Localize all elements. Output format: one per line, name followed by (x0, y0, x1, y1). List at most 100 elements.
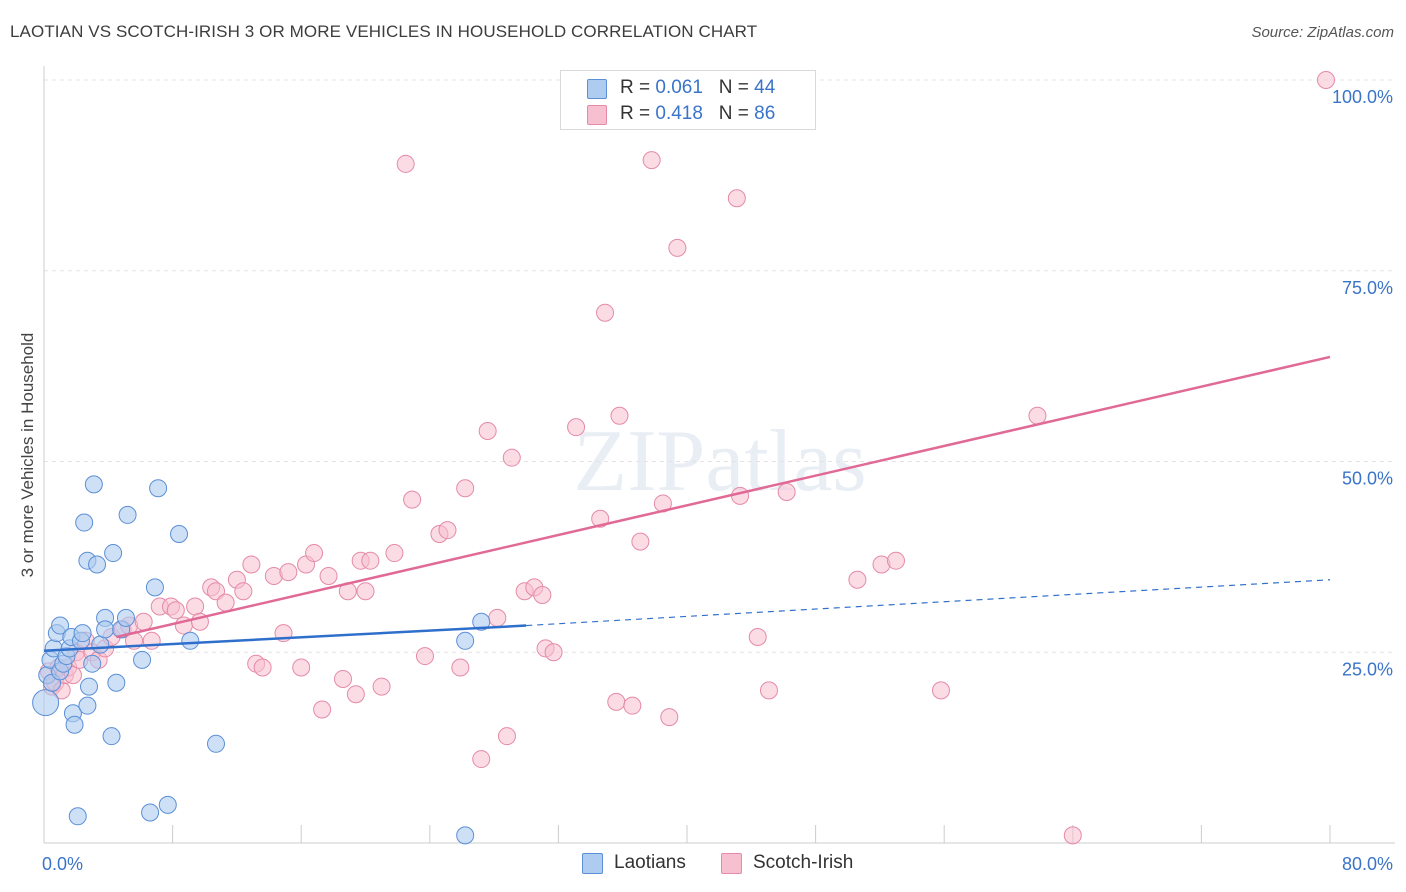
scotch-irish-point (727, 189, 746, 208)
laotians-point (170, 524, 189, 543)
scotch-irish-point (456, 479, 475, 498)
scotch-irish-legend-label: Scotch-Irish (753, 852, 854, 873)
scotch-irish-point (931, 681, 950, 700)
scotch-irish-point (385, 544, 404, 563)
x-tick-label-max: 80.0% (1342, 854, 1393, 874)
y-axis-label: 3 or more Vehicles in Household (18, 332, 37, 578)
laotians-point (102, 727, 121, 746)
laotians-point (116, 608, 135, 627)
chart-title: LAOTIAN VS SCOTCH-IRISH 3 OR MORE VEHICL… (10, 22, 758, 41)
scotch-irish-point (186, 597, 205, 616)
scotch-irish-point (660, 708, 679, 727)
scotch-irish-point (631, 532, 650, 551)
scotch-irish-point (642, 151, 661, 170)
scotch-irish-point (848, 570, 867, 589)
scotch-irish-point (596, 303, 615, 322)
legend-scotch-irish-text: R = 0.418 N = 86 (620, 103, 775, 125)
legend-n-label: N = (718, 77, 749, 98)
scotch-irish-point (242, 555, 261, 574)
laotians-point (83, 654, 102, 673)
scotch-irish-point (361, 551, 380, 570)
x-tick-label-min: 0.0% (42, 854, 83, 874)
y-tick-label: 25.0% (1342, 659, 1393, 679)
laotians-legend-swatch (582, 853, 603, 874)
scotch-irish-point (759, 681, 778, 700)
scotch-irish-point (333, 669, 352, 688)
laotians-point (118, 505, 137, 524)
scotch-irish-point (591, 509, 610, 528)
scotch-irish-point (731, 486, 750, 505)
laotians-point (75, 513, 94, 532)
laotians-point (145, 578, 164, 597)
y-tick-label: 75.0% (1342, 278, 1393, 298)
laotians-point (107, 673, 126, 692)
scotch-irish-point (886, 551, 905, 570)
scotch-irish-point (1063, 826, 1082, 845)
scotch-irish-point (234, 582, 253, 601)
legend-r-label: R = (620, 103, 651, 124)
scotch-irish-point (451, 658, 470, 677)
scotch-irish-point (623, 696, 642, 715)
laotians-point (73, 624, 92, 643)
legend-laotians-text: R = 0.061 N = 44 (620, 77, 775, 99)
laotians-point (472, 612, 491, 631)
laotians-point (51, 616, 70, 635)
scotch-irish-point (668, 238, 687, 257)
scotch-irish-point (438, 521, 457, 540)
laotians-point (84, 475, 103, 494)
scotch-irish-point (488, 608, 507, 627)
laotians-point (207, 734, 226, 753)
laotians-point (96, 620, 115, 639)
legend-n-value: 44 (754, 77, 776, 98)
scotch-irish-legend-swatch (721, 853, 742, 874)
scotch-irish-point (607, 692, 626, 711)
stats-legend: R = 0.061 N = 44 R = 0.418 N = 86 (560, 70, 816, 130)
scotch-irish-point (313, 700, 332, 719)
scotch-irish-point (748, 627, 767, 646)
scotch-irish-point (567, 418, 586, 437)
scotch-irish-point (134, 612, 153, 631)
y-tick-label: 100.0% (1332, 87, 1393, 107)
scotch-irish-point (478, 421, 497, 440)
laotians-point (456, 631, 475, 650)
laotians-point (91, 635, 110, 654)
scotch-irish-point (142, 631, 161, 650)
scotch-irish-point (1317, 71, 1335, 89)
laotians-point (32, 689, 60, 717)
scotch-irish-point (166, 601, 185, 620)
scotch-irish-point (319, 566, 338, 585)
laotians-point (104, 544, 123, 563)
scotch-irish-point (472, 750, 491, 769)
scotch-irish-point (610, 406, 629, 425)
scotch-irish-point (544, 643, 563, 662)
scotch-irish-point (396, 154, 415, 173)
scotch-irish-point (292, 658, 311, 677)
laotians-point (68, 807, 87, 826)
scotch-irish-point (279, 563, 298, 582)
laotians-point (133, 650, 152, 669)
scotch-irish-point (533, 586, 552, 605)
legend-r-value: 0.418 (655, 103, 703, 124)
laotians-legend-label: Laotians (614, 852, 686, 873)
scotch-irish-point (253, 658, 272, 677)
scotch-irish-point (777, 483, 796, 502)
scotch-irish-swatch (587, 105, 607, 125)
scotch-irish-point (403, 490, 422, 509)
series-legend: Laotians Scotch-Irish (0, 852, 1406, 878)
laotians-trendline-extension (526, 579, 1331, 627)
laotians-point (149, 479, 168, 498)
laotians-point (456, 826, 475, 845)
laotians-point (65, 715, 84, 734)
legend-r-label: R = (620, 77, 651, 98)
source-credit: Source: ZipAtlas.com (1251, 24, 1394, 41)
scotch-irish-trendline (116, 355, 1331, 639)
scotch-irish-point (502, 448, 521, 467)
scotch-irish-point (305, 544, 324, 563)
scotch-irish-point (216, 593, 235, 612)
y-tick-label: 50.0% (1342, 469, 1393, 489)
laotians-point (158, 795, 177, 814)
legend-n-value: 86 (754, 103, 776, 124)
scotch-irish-point (356, 582, 375, 601)
legend-r-value: 0.061 (655, 77, 703, 98)
